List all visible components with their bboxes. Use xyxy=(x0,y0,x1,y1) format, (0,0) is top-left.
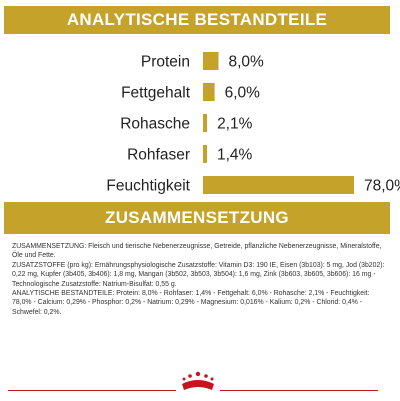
category-label: Protein xyxy=(141,54,190,71)
category-label: Rohasche xyxy=(120,116,190,133)
analytics-paragraph: ANALYTISCHE BESTANDTEILE: Protein: 8,0% … xyxy=(12,289,388,317)
bar xyxy=(203,83,215,101)
additives-paragraph: ZUSATZSTOFFE (pro kg): Ernährungsphysiol… xyxy=(12,261,388,289)
bar xyxy=(203,176,354,194)
bar xyxy=(203,114,207,132)
bar xyxy=(203,145,207,163)
composition-title: ZUSAMMENSETZUNG xyxy=(105,208,289,228)
composition-paragraph: ZUSAMMENSETZUNG: Fleisch und tierische N… xyxy=(12,242,388,261)
category-label: Fettgehalt xyxy=(121,85,191,102)
royal-canin-crown-logo-icon xyxy=(176,370,220,396)
category-label: Feuchtigkeit xyxy=(106,178,190,195)
bar xyxy=(203,52,218,70)
composition-banner: ZUSAMMENSETZUNG xyxy=(4,202,390,234)
constituents-bar-chart: Protein 8,0% Fettgehalt 6,0% Rohasche 2,1% Roh… xyxy=(0,40,400,200)
value-label: 1,4% xyxy=(217,147,253,164)
analytics-title: ANALYTISCHE BESTANDTEILE xyxy=(67,10,327,30)
value-label: 6,0% xyxy=(225,85,261,102)
value-label: 8,0% xyxy=(228,54,264,71)
analytics-banner: ANALYTISCHE BESTANDTEILE xyxy=(4,6,390,34)
composition-text: ZUSAMMENSETZUNG: Fleisch und tierische N… xyxy=(12,242,388,317)
value-label: 2,1% xyxy=(217,116,253,133)
value-label: 78,0% xyxy=(364,178,400,195)
category-label: Rohfaser xyxy=(127,147,190,164)
